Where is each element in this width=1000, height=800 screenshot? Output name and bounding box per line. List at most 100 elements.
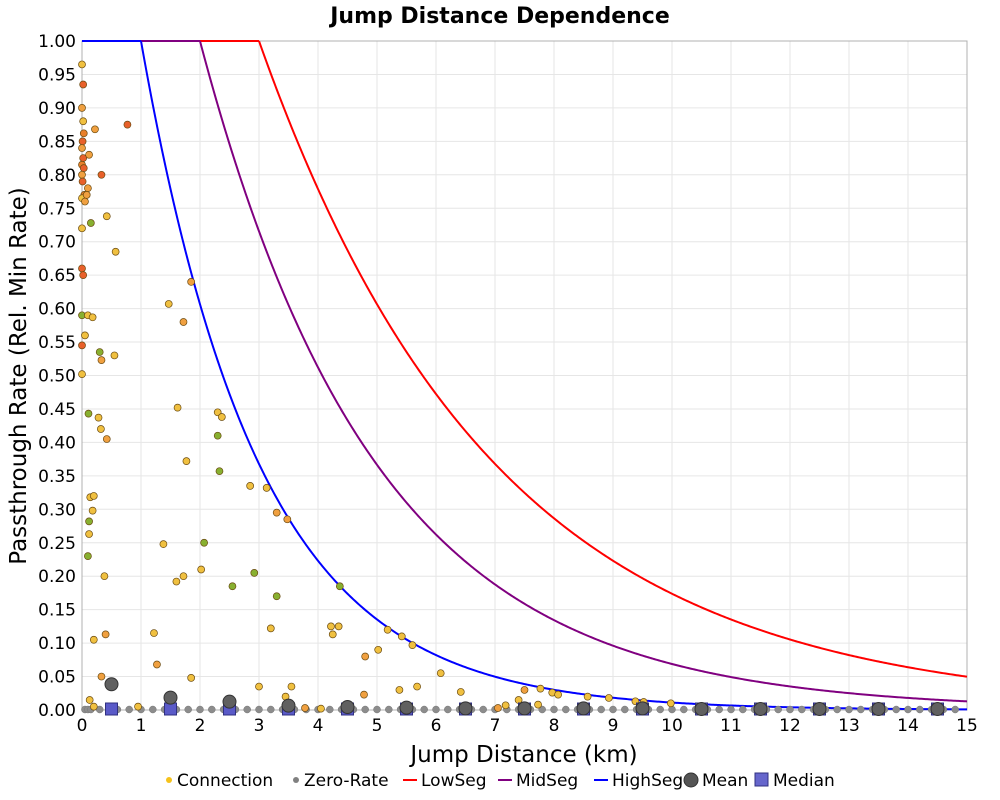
connection-point <box>86 219 95 227</box>
y-tick-label: 0.70 <box>38 233 76 253</box>
connection-point <box>246 482 254 490</box>
legend-label: HighSeg <box>612 771 683 791</box>
connection-point <box>97 170 106 179</box>
connection-point <box>182 457 191 465</box>
zero-rate-point <box>184 705 192 714</box>
zero-rate-point <box>196 705 204 714</box>
x-tick-label: 1 <box>136 716 147 736</box>
zero-rate-point <box>951 705 959 714</box>
connection-point <box>88 506 97 515</box>
connection-point <box>97 672 106 681</box>
y-tick-label: 0.05 <box>38 668 76 688</box>
zero-rate-point <box>680 705 688 714</box>
legend-label: Zero-Rate <box>304 771 389 791</box>
legend-swatch <box>754 772 769 787</box>
zero-rate-point <box>125 705 133 714</box>
zero-rate-point <box>373 705 381 714</box>
connection-point <box>78 370 86 379</box>
mean-marker <box>576 701 591 716</box>
median-marker <box>105 702 118 716</box>
connection-point <box>301 704 309 712</box>
zero-rate-point <box>668 705 676 714</box>
zero-rate-point <box>562 705 570 714</box>
connection-point <box>85 530 93 538</box>
connection-point <box>81 331 89 340</box>
y-tick-label: 0.55 <box>38 333 76 353</box>
connection-point <box>283 515 292 524</box>
connection-point <box>335 582 344 591</box>
x-tick-label: 10 <box>661 716 683 736</box>
zero-rate-point <box>727 705 735 714</box>
mean-marker <box>104 677 119 692</box>
connection-point <box>266 624 275 633</box>
legend-item-lowseg: LowSeg <box>403 771 487 791</box>
mean-marker <box>458 701 473 716</box>
zero-rate-point <box>432 705 440 714</box>
connection-point <box>78 264 86 273</box>
connection-point <box>536 684 545 693</box>
x-tick-label: 2 <box>195 716 206 736</box>
connection-point <box>215 467 224 476</box>
mean-marker <box>753 702 768 716</box>
zero-rate-point <box>149 705 157 714</box>
x-tick-label: 6 <box>431 716 442 736</box>
zero-rate-point <box>420 705 428 714</box>
y-axis-label: Passthrough Rate (Rel. Min Rate) <box>6 187 32 565</box>
connection-point <box>85 696 94 704</box>
connection-point <box>383 625 392 634</box>
connection-point <box>134 702 142 711</box>
zero-rate-point <box>326 705 334 714</box>
connection-point <box>317 704 325 713</box>
legend-item-midseg: MidSeg <box>498 771 578 791</box>
x-tick-label: 7 <box>490 716 501 736</box>
connection-point <box>123 120 132 129</box>
connection-point <box>250 569 259 577</box>
connection-point <box>217 413 226 421</box>
zero-rate-point <box>597 705 605 714</box>
y-tick-label: 0.30 <box>38 500 76 520</box>
legend-swatch <box>683 772 699 788</box>
connection-point <box>272 508 281 517</box>
connection-point <box>228 582 237 591</box>
y-tick-label: 1.00 <box>38 32 76 52</box>
curve-lowseg <box>258 40 968 678</box>
connection-point <box>97 356 106 364</box>
connection-point <box>84 184 92 193</box>
connection-point <box>187 277 195 286</box>
mean-marker <box>694 702 709 716</box>
zero-rate-point <box>361 705 369 714</box>
connection-point <box>436 669 445 678</box>
legend-label: MidSeg <box>516 771 578 791</box>
mean-marker <box>871 702 886 716</box>
connection-point <box>89 635 98 644</box>
connection-points <box>78 60 675 713</box>
connection-point <box>494 704 502 712</box>
zero-rate-point <box>444 705 452 714</box>
connection-point <box>101 630 110 639</box>
connection-point <box>84 409 93 418</box>
legend-item-median: Median <box>754 771 835 791</box>
mean-median-markers <box>104 677 945 716</box>
connection-point <box>520 686 529 694</box>
zero-rate-point <box>786 705 794 714</box>
legend-item-mean: Mean <box>683 771 748 791</box>
legend: Connection Zero-Rate LowSeg MidSeg HighSeg Me… <box>166 771 835 791</box>
zero-rate-point <box>833 705 841 714</box>
connection-point <box>78 341 86 350</box>
median-marker <box>164 702 177 716</box>
zero-rate-point <box>208 705 216 714</box>
connection-point <box>88 313 97 322</box>
legend-swatch <box>293 777 299 783</box>
connection-point <box>200 538 208 547</box>
connection-point <box>374 645 383 654</box>
connection-point <box>78 137 87 146</box>
mean-marker <box>340 699 355 714</box>
legend-label: Connection <box>177 771 273 791</box>
legend-label: LowSeg <box>421 771 487 791</box>
connection-point <box>110 351 119 360</box>
mean-marker <box>930 702 945 716</box>
connection-point <box>179 318 188 326</box>
x-tick-label: 11 <box>720 716 742 736</box>
connection-point <box>78 170 86 179</box>
zero-rate-point <box>739 705 747 714</box>
